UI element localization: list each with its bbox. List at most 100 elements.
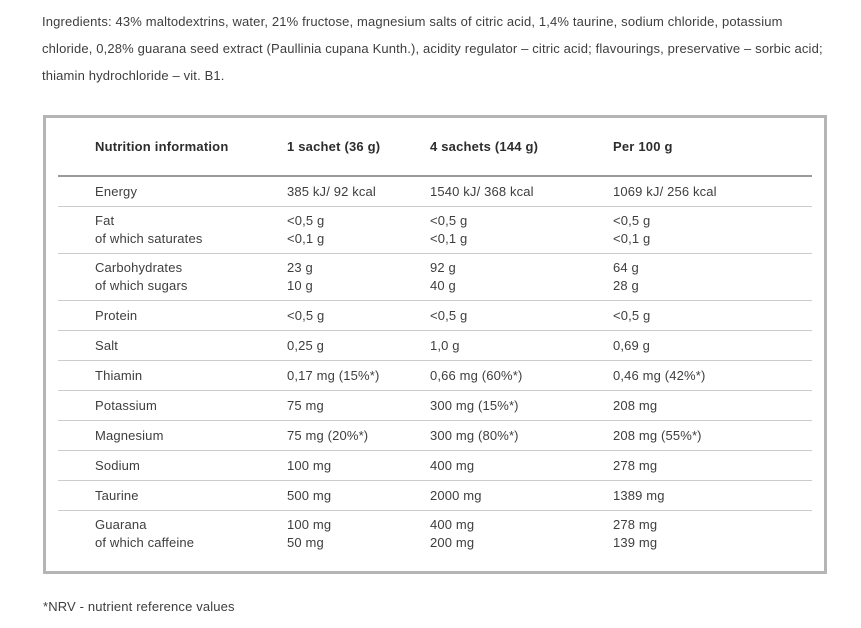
cell-line: 1389 mg	[613, 488, 665, 503]
cell-line: Thiamin	[95, 368, 143, 383]
column-header-4-sachets: 4 sachets (144 g)	[430, 139, 539, 154]
cell-line: 139 mg	[613, 535, 658, 550]
cell-line: Energy	[95, 184, 138, 199]
cell-line: <0,5 g	[613, 213, 651, 228]
row-label: Sodium	[58, 458, 287, 473]
row-value: 300 mg (15%*)	[430, 398, 613, 413]
cell-line: Guarana	[95, 517, 147, 532]
cell-line: 100 mg	[287, 517, 332, 532]
row-value: <0,5 g <0,1 g	[430, 212, 613, 248]
cell-line: 300 mg (80%*)	[430, 428, 519, 443]
row-value: 300 mg (80%*)	[430, 428, 613, 443]
row-label: Protein	[58, 308, 287, 323]
cell-line: <0,5 g	[287, 308, 325, 323]
table-row: Magnesium 75 mg (20%*) 300 mg (80%*) 208 mg…	[58, 421, 812, 451]
cell-line: Magnesium	[95, 428, 164, 443]
cell-line: 300 mg (15%*)	[430, 398, 519, 413]
row-value: 1069 kJ/ 256 kcal	[613, 184, 812, 199]
cell-line: 75 mg (20%*)	[287, 428, 369, 443]
cell-line: 500 mg	[287, 488, 332, 503]
row-value: 1,0 g	[430, 338, 613, 353]
cell-line: 1,0 g	[430, 338, 460, 353]
cell-line: 40 g	[430, 278, 456, 293]
cell-line: <0,5 g	[430, 213, 468, 228]
cell-line: Protein	[95, 308, 138, 323]
table-row: Taurine 500 mg 2000 mg 1389 mg	[58, 481, 812, 511]
row-label: Potassium	[58, 398, 287, 413]
cell-line: <0,1 g	[613, 231, 651, 246]
cell-line: 2000 mg	[430, 488, 482, 503]
cell-line: of which sugars	[95, 278, 188, 293]
row-value: 0,25 g	[287, 338, 430, 353]
cell-line: <0,1 g	[430, 231, 468, 246]
cell-line: 208 mg	[613, 398, 658, 413]
cell-line: 400 mg	[430, 517, 475, 532]
cell-line: 0,66 mg (60%*)	[430, 368, 523, 383]
row-value: <0,5 g <0,1 g	[287, 212, 430, 248]
row-value: 75 mg (20%*)	[287, 428, 430, 443]
row-label: Energy	[58, 184, 287, 199]
table-row: Protein <0,5 g <0,5 g <0,5 g	[58, 301, 812, 331]
cell-line: <0,5 g	[287, 213, 325, 228]
row-value: 1389 mg	[613, 488, 812, 503]
row-value: 500 mg	[287, 488, 430, 503]
column-header-per-100g: Per 100 g	[613, 139, 673, 154]
row-value: 64 g 28 g	[613, 259, 812, 295]
cell-line: 75 mg	[287, 398, 324, 413]
table-row: Thiamin 0,17 mg (15%*) 0,66 mg (60%*) 0,46 …	[58, 361, 812, 391]
cell-line: Salt	[95, 338, 119, 353]
cell-line: 200 mg	[430, 535, 475, 550]
row-value: 0,17 mg (15%*)	[287, 368, 430, 383]
cell-line: Fat	[95, 213, 115, 228]
cell-line: 100 mg	[287, 458, 332, 473]
cell-line: 28 g	[613, 278, 639, 293]
row-value: 0,46 mg (42%*)	[613, 368, 812, 383]
column-header-1-sachet: 1 sachet (36 g)	[287, 139, 381, 154]
row-label: Taurine	[58, 488, 287, 503]
row-value: 2000 mg	[430, 488, 613, 503]
cell-line: <0,5 g	[613, 308, 651, 323]
row-value: 0,66 mg (60%*)	[430, 368, 613, 383]
table-row: Guarana of which caffeine 100 mg 50 mg 400 m…	[58, 511, 812, 557]
nrv-footnote: *NRV - nutrient reference values	[43, 599, 235, 614]
nutrition-table-body: Energy 385 kJ/ 92 kcal 1540 kJ/ 368 kcal 10…	[46, 177, 824, 557]
table-row: Energy 385 kJ/ 92 kcal 1540 kJ/ 368 kcal 10…	[58, 177, 812, 207]
row-value: <0,5 g	[613, 308, 812, 323]
table-row: Sodium 100 mg 400 mg 278 mg	[58, 451, 812, 481]
row-value: 100 mg	[287, 458, 430, 473]
row-value: 75 mg	[287, 398, 430, 413]
cell-line: 0,46 mg (42%*)	[613, 368, 706, 383]
row-value: <0,5 g	[430, 308, 613, 323]
table-row: Salt 0,25 g 1,0 g 0,69 g	[58, 331, 812, 361]
row-label: Guarana of which caffeine	[58, 516, 287, 552]
row-value: 400 mg 200 mg	[430, 516, 613, 552]
cell-line: 0,25 g	[287, 338, 325, 353]
cell-line: 208 mg (55%*)	[613, 428, 702, 443]
row-value: 385 kJ/ 92 kcal	[287, 184, 430, 199]
row-value: 0,69 g	[613, 338, 812, 353]
cell-line: Potassium	[95, 398, 158, 413]
row-label: Thiamin	[58, 368, 287, 383]
row-value: 23 g 10 g	[287, 259, 430, 295]
cell-line: <0,1 g	[287, 231, 325, 246]
row-value: 278 mg 139 mg	[613, 516, 812, 552]
row-label: Salt	[58, 338, 287, 353]
cell-line: Sodium	[95, 458, 140, 473]
nutrition-table-header-row: Nutrition information 1 sachet (36 g) 4 …	[58, 118, 812, 177]
ingredients-paragraph: Ingredients: 43% maltodextrins, water, 2…	[42, 14, 823, 83]
table-row: Carbohydrates of which sugars 23 g 10 g 92 g…	[58, 254, 812, 301]
cell-line: 23 g	[287, 260, 313, 275]
row-label: Carbohydrates of which sugars	[58, 259, 287, 295]
cell-line: 64 g	[613, 260, 639, 275]
cell-line: 1069 kJ/ 256 kcal	[613, 184, 717, 199]
table-row: Potassium 75 mg 300 mg (15%*) 208 mg	[58, 391, 812, 421]
nutrition-table: Nutrition information 1 sachet (36 g) 4 …	[43, 115, 827, 574]
cell-line: 0,17 mg (15%*)	[287, 368, 380, 383]
cell-line: <0,5 g	[430, 308, 468, 323]
cell-line: 50 mg	[287, 535, 324, 550]
cell-line: of which saturates	[95, 231, 203, 246]
cell-line: 92 g	[430, 260, 456, 275]
row-value: 208 mg (55%*)	[613, 428, 812, 443]
column-header-nutrition-information: Nutrition information	[95, 139, 229, 154]
cell-line: 1540 kJ/ 368 kcal	[430, 184, 534, 199]
